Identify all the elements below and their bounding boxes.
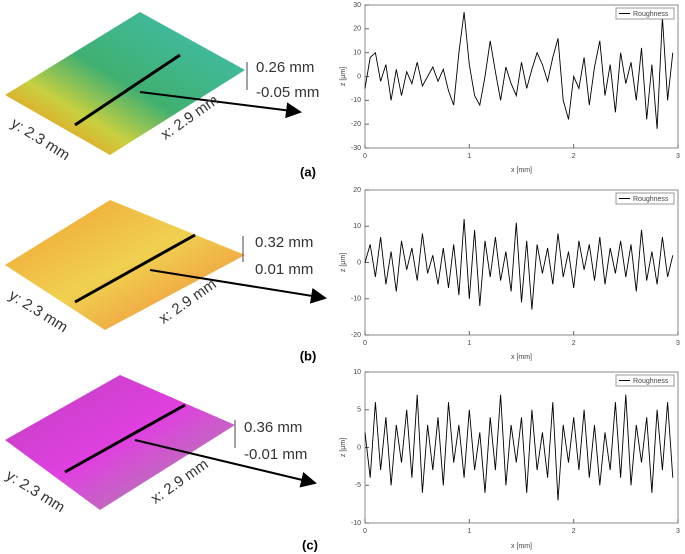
y-axis-label: z [µm] (340, 253, 347, 272)
scan-line (64, 403, 186, 474)
y-tick-label: 10 (353, 369, 361, 376)
height-min: -0.05 mm (256, 84, 319, 101)
plot-area (364, 371, 679, 524)
plot-area (364, 189, 679, 336)
y-tick-label: 0 (357, 73, 361, 80)
x-axis-label: x [mm] (511, 543, 532, 550)
panel-label: (a) (300, 164, 316, 179)
plot-area (364, 4, 679, 149)
surface (5, 12, 245, 155)
y-axis-label: z [µm] (340, 438, 347, 457)
arrow (134, 439, 317, 488)
y-tick-label: 20 (353, 26, 361, 33)
panel-label: (c) (302, 537, 318, 552)
y-tick-label: 0 (357, 444, 361, 451)
y-tick-label: -10 (351, 97, 361, 104)
height-min: -0.01 mm (244, 446, 307, 463)
arrow (139, 91, 302, 119)
x-tick-label: 3 (676, 153, 680, 160)
scan-line (74, 53, 181, 127)
series-line (364, 218, 674, 310)
series-line (364, 12, 674, 129)
x-tick-label: 1 (467, 340, 471, 347)
x-axis-label: x [mm] (511, 167, 532, 174)
y-tick-label: 0 (357, 259, 361, 266)
height-max: 0.26 mm (256, 59, 314, 76)
x-tick-label: 3 (676, 528, 680, 535)
x-tick-label: 1 (467, 528, 471, 535)
y-tick-label: -30 (351, 145, 361, 152)
y-tick-label: -5 (355, 482, 361, 489)
arrow (149, 269, 327, 304)
y-tick-label: -20 (351, 332, 361, 339)
y-tick-label: 10 (353, 223, 361, 230)
y-tick-label: 10 (353, 50, 361, 57)
surface-c: y: 2.3 mm x: 2.9 mm 0.36 mm -0.01 mm (c) (3, 375, 318, 552)
x-tick-label: 2 (572, 340, 576, 347)
height-max: 0.36 mm (244, 419, 302, 436)
legend-box (615, 374, 675, 387)
panel-label: (b) (300, 348, 317, 363)
x-tick-label: 0 (363, 153, 367, 160)
surface-b: y: 2.3 mm x: 2.9 mm 0.32 mm 0.01 mm (b) (5, 200, 327, 363)
x-axis-label: x [mm] (511, 354, 532, 361)
x-tick-label: 0 (363, 528, 367, 535)
height-max: 0.32 mm (255, 234, 313, 251)
x-tick-label: 0 (363, 340, 367, 347)
x-tick-label: 3 (676, 340, 680, 347)
y-tick-label: 30 (353, 2, 361, 9)
y-tick-label: 5 (357, 407, 361, 414)
legend-label: Roughness (633, 196, 669, 203)
y-tick-label: -10 (351, 296, 361, 303)
legend-box (615, 7, 675, 20)
y-tick-label: -20 (351, 121, 361, 128)
x-tick-label: 2 (572, 528, 576, 535)
y-tick-label: -10 (351, 520, 361, 527)
legend-box (615, 192, 675, 205)
y-axis-label: z [µm] (340, 67, 347, 86)
y-tick-label: 20 (353, 187, 361, 194)
legend-label: Roughness (633, 378, 669, 385)
height-min: 0.01 mm (255, 261, 313, 278)
surface (5, 200, 245, 330)
surface-a: y: 2.3 mm x: 2.9 mm 0.26 mm -0.05 mm (a) (5, 12, 319, 179)
x-tick-label: 1 (467, 153, 471, 160)
series-line (364, 394, 674, 501)
legend-label: Roughness (633, 11, 669, 18)
x-tick-label: 2 (572, 153, 576, 160)
scan-line (74, 233, 196, 304)
